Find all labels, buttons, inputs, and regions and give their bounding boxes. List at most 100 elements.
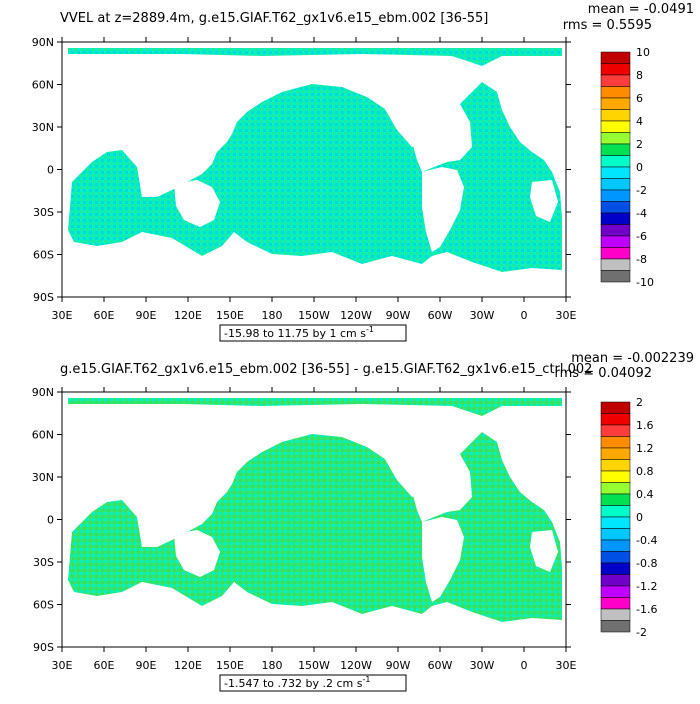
lon-tick-label: 0 [521,659,528,672]
lat-tick-label: 60N [32,429,54,442]
colorbar-swatch [600,109,631,122]
colorbar-swatch [600,63,631,76]
colorbar-swatch [600,585,631,598]
colorbar-label: -2 [636,184,647,197]
lon-tick-label: 90E [136,659,157,672]
colorbar-label: 0.4 [636,488,654,501]
lon-tick-label: 120E [174,309,202,322]
lon-tick-label: 150E [216,659,244,672]
lon-tick-label: 180 [262,659,283,672]
colorbar-swatch [600,539,631,552]
colorbar-swatch [600,178,631,191]
lon-tick-label: 60E [94,309,115,322]
lon-tick-label: 120E [174,659,202,672]
colorbar-swatch [600,562,631,575]
colorbar-swatch [600,270,631,283]
colorbar-swatch [600,482,631,495]
lon-tick-label: 0 [521,309,528,322]
colorbar-swatch [600,620,631,633]
mean-label: mean = -0.002239 [571,351,694,366]
lon-tick-label: 30E [556,309,577,322]
colorbar-swatch [600,459,631,472]
lon-tick-label: 90W [386,659,411,672]
colorbar-label: -6 [636,230,647,243]
colorbar-swatch [600,413,631,426]
lon-tick-label: 30E [556,659,577,672]
colorbar-swatch [600,247,631,260]
lon-tick-label: 150W [298,659,330,672]
colorbar-swatch [600,551,631,564]
colorbar-label: 2 [636,396,643,409]
mean-label: mean = -0.0491 [588,2,694,17]
lon-tick-label: 60E [94,659,115,672]
lon-tick-label: 180 [262,309,283,322]
lat-tick-label: 30S [33,206,54,219]
colorbar-swatch [600,132,631,145]
colorbar-swatch [600,505,631,518]
panel-title: g.e15.GIAF.T62_gx1v6.e15_ebm.002 [36-55]… [60,362,592,377]
colorbar-label: 1.6 [636,419,654,432]
colorbar-label: 10 [636,46,650,59]
colorbar-label: -1.6 [636,603,657,616]
colorbar-label: 0.8 [636,465,654,478]
lon-tick-label: 30W [470,309,495,322]
colorbar-swatch [600,493,631,506]
colorbar-swatch [600,401,631,414]
lat-tick-label: 0 [47,164,54,177]
rms-label: rms = 0.04092 [555,366,652,381]
range-label: -15.98 to 11.75 by 1 cm s-1 [224,325,374,340]
lon-tick-label: 150W [298,309,330,322]
rms-label: rms = 0.5595 [563,18,652,33]
colorbar-swatch [600,51,631,64]
lat-tick-label: 30N [32,121,54,134]
lon-tick-label: 30E [52,659,73,672]
lat-tick-label: 60S [33,599,54,612]
lat-tick-label: 60N [32,79,54,92]
colorbar-label: -2 [636,626,647,639]
range-label: -1.547 to .732 by .2 cm s-1 [224,675,370,690]
lon-tick-label: 30W [470,659,495,672]
colorbar-swatch [600,97,631,110]
map-field [61,391,567,648]
lat-tick-label: 30N [32,471,54,484]
colorbar-swatch [600,424,631,437]
colorbar-swatch [600,201,631,214]
colorbar-label: -0.4 [636,534,657,547]
colorbar-label: -4 [636,207,647,220]
colorbar-swatch [600,235,631,248]
lat-tick-label: 90S [33,291,54,304]
colorbar-swatch [600,597,631,610]
lon-tick-label: 120W [340,309,372,322]
colorbar-swatch [600,166,631,179]
map-field [61,41,567,298]
lat-tick-label: 90S [33,641,54,654]
colorbar-label: 6 [636,92,643,105]
colorbar-label: 2 [636,138,643,151]
colorbar-swatch [600,447,631,460]
colorbar-label: -10 [636,276,654,289]
lon-tick-label: 90E [136,309,157,322]
colorbar-label: 1.2 [636,442,654,455]
lat-tick-label: 90N [32,36,54,49]
lon-tick-label: 60W [428,309,453,322]
panel-2: g.e15.GIAF.T62_gx1v6.e15_ebm.002 [36-55]… [32,351,694,692]
colorbar-swatch [600,258,631,271]
panel-1: VVEL at z=2889.4m, g.e15.GIAF.T62_gx1v6.… [32,2,694,342]
lat-tick-label: 0 [47,514,54,527]
colorbar-swatch [600,143,631,156]
colorbar-swatch [600,224,631,237]
colorbar-swatch [600,212,631,225]
colorbar-label: -8 [636,253,647,266]
lon-tick-label: 120W [340,659,372,672]
lon-tick-label: 90W [386,309,411,322]
lat-tick-label: 90N [32,386,54,399]
lat-tick-label: 30S [33,556,54,569]
colorbar-label: 8 [636,69,643,82]
lat-tick-label: 60S [33,249,54,262]
colorbar-label: 0 [636,511,643,524]
colorbar-swatch [600,86,631,99]
colorbar-swatch [600,120,631,133]
colorbar-swatch [600,516,631,529]
colorbar-swatch [600,608,631,621]
